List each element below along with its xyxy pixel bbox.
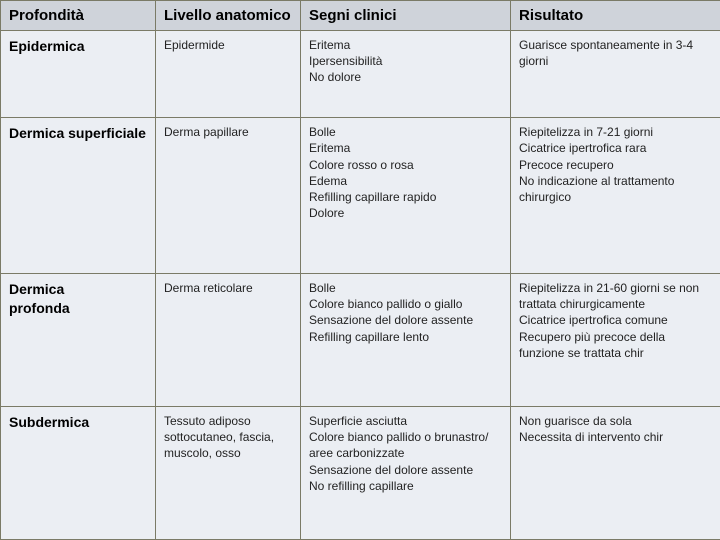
result-cell: Riepitelizza in 7-21 giorni Cicatrice ip… xyxy=(511,118,720,274)
depth-cell: Subdermica xyxy=(1,407,156,540)
col-header-profondita: Profondità xyxy=(1,1,156,31)
signs-cell: Bolle Colore bianco pallido o giallo Sen… xyxy=(301,274,511,407)
result-cell: Non guarisce da sola Necessita di interv… xyxy=(511,407,720,540)
table-row: Subdermica Tessuto adiposo sottocutaneo,… xyxy=(1,407,720,540)
col-header-risultato: Risultato xyxy=(511,1,720,31)
table-row: Dermica superficiale Derma papillare Bol… xyxy=(1,118,720,274)
anatomy-cell: Epidermide xyxy=(156,31,301,118)
depth-cell: Epidermica xyxy=(1,31,156,118)
col-header-segni: Segni clinici xyxy=(301,1,511,31)
anatomy-cell: Derma reticolare xyxy=(156,274,301,407)
col-header-livello: Livello anatomico xyxy=(156,1,301,31)
anatomy-cell: Tessuto adiposo sottocutaneo, fascia, mu… xyxy=(156,407,301,540)
result-cell: Guarisce spontaneamente in 3-4 giorni xyxy=(511,31,720,118)
signs-cell: Superficie asciutta Colore bianco pallid… xyxy=(301,407,511,540)
depth-cell: Dermica profonda xyxy=(1,274,156,407)
anatomy-cell: Derma papillare xyxy=(156,118,301,274)
header-row: Profondità Livello anatomico Segni clini… xyxy=(1,1,720,31)
depth-cell: Dermica superficiale xyxy=(1,118,156,274)
burn-depth-table: Profondità Livello anatomico Segni clini… xyxy=(0,0,720,540)
table-row: Epidermica Epidermide Eritema Ipersensib… xyxy=(1,31,720,118)
signs-cell: Eritema Ipersensibilità No dolore xyxy=(301,31,511,118)
result-cell: Riepitelizza in 21-60 giorni se non trat… xyxy=(511,274,720,407)
signs-cell: Bolle Eritema Colore rosso o rosa Edema … xyxy=(301,118,511,274)
table-row: Dermica profonda Derma reticolare Bolle … xyxy=(1,274,720,407)
